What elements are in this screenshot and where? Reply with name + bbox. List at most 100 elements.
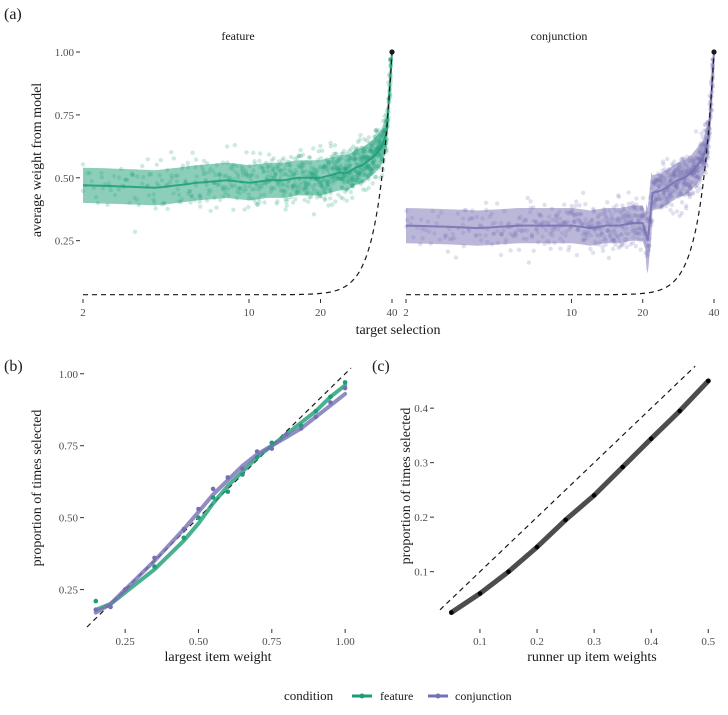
a-x-tick-label: 10 [566, 307, 578, 319]
a-data-point [574, 199, 579, 204]
a-data-point [360, 187, 366, 192]
b-x-tick-label: 1.00 [336, 636, 356, 648]
a-data-point [674, 209, 680, 214]
legend-label-feature: feature [380, 689, 413, 703]
a-data-point [628, 242, 633, 247]
a-data-point [577, 203, 582, 208]
a-data-point [300, 152, 306, 157]
a-data-point [373, 174, 379, 180]
facet-feature [80, 49, 395, 296]
a-data-point [583, 202, 588, 207]
c-y-tick-label: 0.1 [414, 567, 428, 579]
a-data-point [255, 202, 260, 207]
a-data-point [302, 197, 307, 203]
a-data-point [373, 175, 378, 180]
a-data-point [548, 246, 553, 251]
b-point-feature [225, 489, 231, 495]
b-point-conjunction [269, 446, 275, 451]
a-data-point [208, 208, 213, 214]
a-data-point [252, 159, 257, 164]
c-point [534, 544, 540, 550]
a-data-point [132, 229, 138, 234]
a-data-point [661, 162, 666, 167]
panel-b: 0.25 0.50 0.75 1.00 0.25 0.50 0.75 1.00 largest… [30, 367, 356, 665]
a-data-point [620, 203, 625, 208]
a-data-point [217, 197, 223, 203]
a-data-point [257, 199, 262, 205]
a-data-point [197, 199, 202, 204]
a-data-point [358, 133, 363, 138]
panel-a: feature conjunction 0.25 0.50 0.75 1.00 2 10… [30, 29, 720, 338]
b-point-conjunction [122, 587, 128, 592]
a-data-point [355, 139, 361, 144]
c-point [449, 610, 454, 615]
a-data-point [516, 247, 522, 252]
a-data-point [271, 156, 276, 161]
a-y-tick-label: 0.50 [55, 173, 75, 185]
a-data-point [606, 255, 611, 261]
b-point-conjunction [298, 426, 304, 431]
c-x-tick-label: 0.5 [701, 636, 715, 648]
b-point-feature [254, 454, 260, 460]
b-y-tick-label: 0.25 [59, 585, 79, 597]
a-data-point [319, 194, 324, 199]
a-endpoint [389, 49, 395, 55]
a-data-point [680, 157, 685, 162]
panel-c: 0.1 0.2 0.3 0.4 0.5 0.1 0.2 0.3 0.4 runner up it… [399, 365, 716, 665]
a-data-point [332, 143, 338, 148]
a-data-point [569, 203, 574, 209]
c-axes: 0.1 0.2 0.3 0.4 0.5 0.1 0.2 0.3 0.4 [414, 403, 715, 648]
a-data-point [188, 200, 193, 205]
a-data-point [626, 201, 631, 206]
a-data-point [605, 200, 610, 205]
a-data-point [340, 196, 346, 201]
a-ribbon-conjunction [406, 52, 714, 274]
a-data-point [318, 143, 323, 149]
a-data-point [323, 196, 328, 201]
a-data-point [276, 159, 282, 164]
a-endpoint [711, 49, 717, 55]
a-data-point [296, 153, 301, 158]
a-data-point [190, 150, 195, 155]
a-data-point [362, 137, 367, 142]
a-data-point [242, 207, 247, 212]
a-data-point [699, 131, 704, 136]
a-x-tick-label: 20 [637, 307, 649, 319]
b-point-conjunction [240, 466, 245, 472]
b-point-feature [269, 440, 275, 446]
a-y-tick-label: 1.00 [55, 47, 75, 59]
a-data-point [531, 248, 536, 253]
a-data-point [326, 203, 331, 208]
c-identity-line [439, 365, 696, 611]
a-data-point [290, 200, 296, 205]
a-data-point [620, 242, 625, 248]
a-data-point [288, 154, 294, 160]
a-data-point [311, 146, 316, 151]
a-data-point [280, 158, 285, 163]
a-data-point [669, 202, 674, 208]
a-data-point [690, 191, 695, 196]
legend-key-conjunction [428, 693, 448, 699]
a-data-point [679, 211, 684, 216]
b-point-conjunction [93, 607, 99, 612]
c-x-tick-label: 0.3 [587, 636, 601, 648]
a-data-point [350, 195, 355, 200]
a-data-point [668, 208, 673, 213]
a-data-point [322, 197, 327, 203]
a-data-point [232, 142, 238, 148]
a-data-point [328, 144, 334, 149]
a-data-point [266, 152, 272, 157]
panel-label-b: (b) [4, 358, 23, 375]
b-point-conjunction [196, 506, 201, 512]
a-data-point [80, 162, 86, 167]
b-point-conjunction [254, 449, 260, 454]
b-point-feature [328, 394, 333, 400]
a-data-point [255, 202, 260, 207]
a-data-point [669, 161, 675, 167]
a-data-point [293, 197, 298, 202]
a-data-point [373, 128, 378, 133]
c-y-tick-label: 0.2 [414, 512, 428, 524]
a-data-point [251, 150, 256, 155]
c-x-tick-label: 0.2 [530, 636, 544, 648]
